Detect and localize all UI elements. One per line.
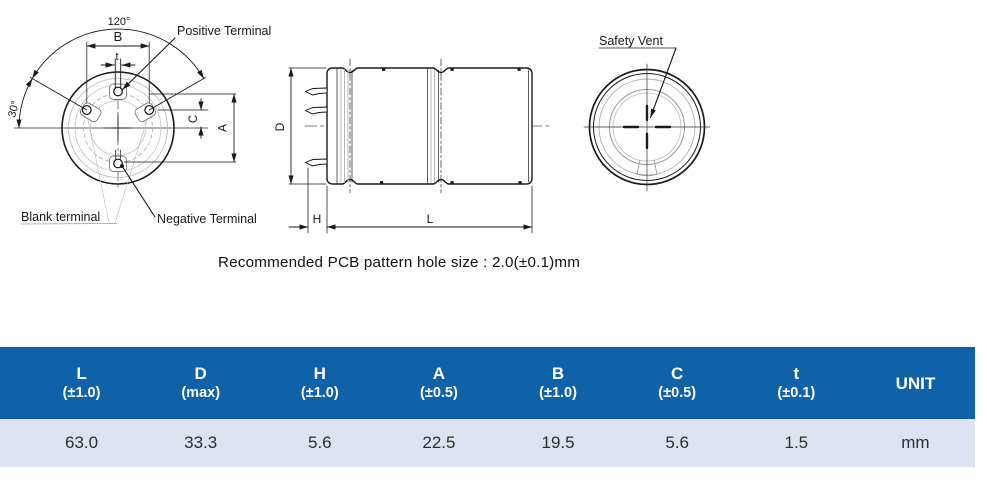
table-value-cell-unit: mm — [901, 433, 930, 452]
label-t: t — [115, 51, 118, 63]
table-value-cell-h: 5.6 — [307, 433, 332, 452]
arc-30-deg — [16, 78, 33, 129]
table-header-cell-h: H (±1.0) — [300, 364, 339, 401]
label-c: C — [188, 115, 200, 123]
label-a: A — [216, 124, 230, 132]
blank-terminal-pad-right — [134, 102, 157, 123]
can-body-outline — [326, 67, 533, 185]
table-header-cell-c: C (±0.5) — [658, 364, 697, 401]
label-h: H — [313, 212, 322, 226]
label-blank-terminal: Blank terminal — [21, 210, 100, 224]
table-value-cell-t: 1.5 — [784, 433, 809, 452]
table-header-cell-b: B (±1.0) — [539, 364, 577, 401]
negative-terminal-leader-dot — [120, 164, 124, 168]
pcb-hole-caption: Recommended PCB pattern hole size : 2.0(… — [218, 254, 581, 271]
label-positive-terminal: Positive Terminal — [177, 24, 271, 38]
label-safety-vent: Safety Vent — [599, 34, 663, 48]
label-30-deg: 30° — [6, 100, 22, 119]
label-120-deg: 120° — [108, 16, 131, 28]
snap-in-pins — [304, 87, 328, 167]
table-header-cell-t: t (±0.1) — [777, 364, 816, 401]
top-view: Safety Vent — [583, 34, 711, 192]
table-value-cell-c: 5.6 — [665, 433, 689, 452]
table-value-cell-a: 22.5 — [422, 433, 456, 452]
table-header-cell-a: A (±0.5) — [420, 364, 458, 401]
label-l: L — [427, 212, 434, 226]
inner-ring-3 — [90, 100, 146, 156]
table-value-row: 63.0 33.3 5.6 22.5 19.5 5.6 1.5 mm — [0, 419, 975, 467]
negative-terminal-leader — [121, 165, 156, 218]
blank-terminal-leader-left — [87, 119, 110, 224]
label-negative-terminal: Negative Terminal — [157, 212, 257, 226]
safety-vent-leader — [649, 47, 677, 119]
positive-terminal-leader — [121, 37, 176, 91]
blank-terminal-pad-left — [79, 102, 102, 123]
radial-line-left — [30, 77, 88, 111]
technical-drawing: 120° B t 30° C A Positive Terminal Negat… — [6, 16, 711, 234]
blank-terminal-leader-right — [114, 119, 148, 224]
table-header-row: L (±1.0) D (max) H (±1.0) A (±0.5) B (±1… — [0, 347, 975, 419]
sleeve-marks — [380, 68, 522, 184]
blank-terminal-underline — [20, 223, 118, 225]
arc-120-deg — [31, 28, 205, 79]
table-header-cell-d: D (max) — [181, 364, 221, 401]
label-d: D — [273, 122, 287, 131]
crimp-band-left — [336, 68, 353, 184]
centerline-thick-dashes — [622, 104, 672, 150]
table-value-cell-l: 63.0 — [65, 433, 99, 452]
front-view: 120° B t 30° C A Positive Terminal Negat… — [6, 16, 271, 226]
dimensions-table: L (±1.0) D (max) H (±1.0) A (±0.5) B (±1… — [0, 347, 975, 467]
label-b: B — [114, 29, 123, 44]
table-header-cell-l: L (±1.0) — [62, 364, 101, 401]
table-value-cell-d: 33.3 — [184, 433, 218, 452]
side-view: D H L — [273, 58, 553, 234]
crimp-band-middle — [427, 68, 439, 184]
table-value-cell-b: 19.5 — [541, 433, 575, 452]
table-header-cell-unit: UNIT — [895, 373, 936, 393]
